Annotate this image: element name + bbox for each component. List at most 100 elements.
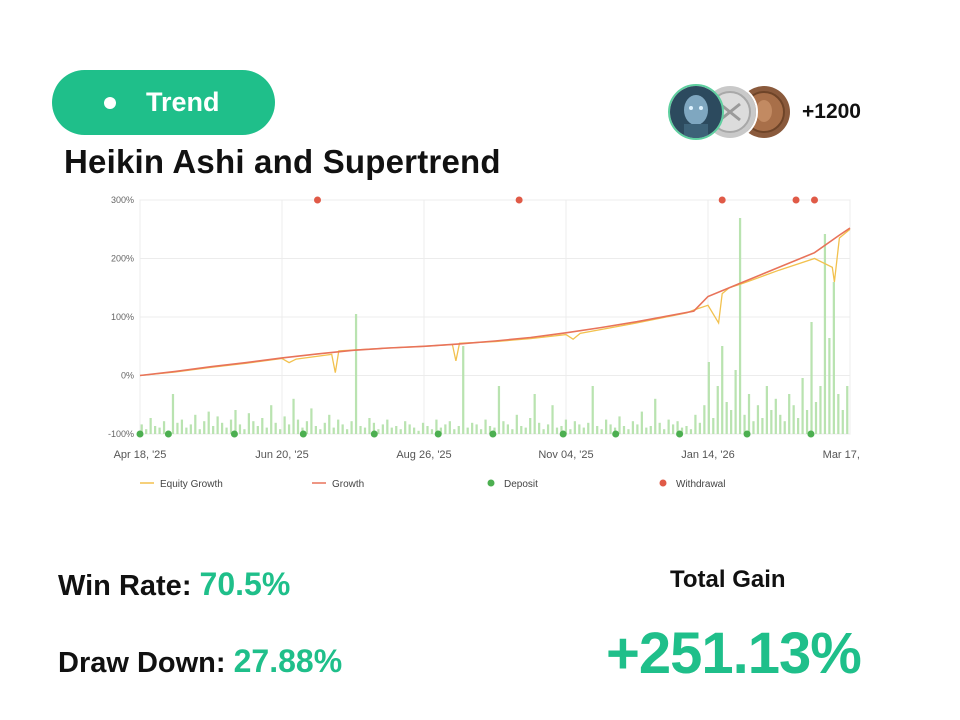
- volume-bar: [408, 424, 411, 434]
- volume-bar: [600, 429, 603, 434]
- volume-bar: [323, 422, 326, 434]
- volume-bar: [435, 419, 438, 434]
- volume-bar: [247, 413, 251, 434]
- volume-bar: [703, 405, 706, 434]
- volume-bar: [497, 386, 501, 434]
- volume-bar: [395, 426, 398, 434]
- withdrawal-marker: [718, 196, 726, 204]
- withdrawal-marker: [314, 196, 321, 204]
- volume-bar: [573, 421, 576, 434]
- volume-bar: [734, 370, 737, 434]
- volume-bar: [194, 414, 197, 434]
- volume-bar: [609, 424, 612, 434]
- volume-bar: [582, 427, 585, 434]
- volume-bar: [569, 429, 572, 434]
- total-gain-value: +251.13%: [606, 621, 862, 686]
- volume-bar: [279, 429, 282, 434]
- volume-bar: [792, 405, 795, 434]
- legend-label: Withdrawal: [676, 479, 725, 490]
- deposit-marker: [807, 430, 815, 438]
- volume-bar: [359, 426, 362, 434]
- series-lines: [139, 227, 851, 377]
- volume-bar: [493, 427, 496, 434]
- withdrawal-marker: [792, 196, 800, 204]
- volume-bar: [479, 429, 483, 434]
- volume-bar: [779, 414, 782, 434]
- y-tick-label: 300%: [111, 195, 134, 205]
- volume-bar: [180, 419, 184, 434]
- follower-count: +1200: [802, 100, 861, 123]
- win-rate-label: Win Rate: [58, 570, 182, 602]
- volume-bar: [622, 426, 626, 434]
- volume-bar: [390, 427, 393, 434]
- volume-bar: [685, 426, 688, 434]
- volume-bar: [841, 410, 844, 434]
- deposit-marker: [136, 430, 144, 438]
- withdrawal-marker: [515, 196, 523, 204]
- volume-bar: [412, 427, 416, 434]
- volume-bar: [529, 418, 532, 434]
- volume-bar: [618, 416, 621, 434]
- volume-bar: [189, 424, 192, 434]
- strategy-title: Heikin Ashi and Supertrend: [64, 143, 501, 180]
- volume-bar: [444, 424, 447, 434]
- volume-bar: [296, 419, 300, 434]
- robot-portrait-icon: [670, 86, 722, 138]
- trend-tag[interactable]: Trend: [52, 70, 275, 135]
- volume-bar: [216, 416, 219, 434]
- volume-bars: [140, 218, 849, 434]
- volume-bar: [377, 429, 380, 434]
- deposit-marker: [676, 430, 684, 438]
- volume-bar: [667, 419, 670, 434]
- volume-bar: [721, 346, 724, 434]
- volume-bar: [265, 427, 268, 434]
- volume-bar: [305, 421, 309, 434]
- volume-bar: [171, 394, 175, 434]
- volume-bar: [658, 422, 661, 434]
- volume-bar: [542, 429, 545, 434]
- volume-bar: [386, 419, 389, 434]
- x-tick-label: Nov 04, '25: [538, 449, 593, 461]
- volume-bar: [631, 421, 635, 434]
- y-tick-label: 0%: [121, 371, 134, 381]
- x-axis-ticks: Apr 18, '25 Jun 20, '25 Aug 26, '25 Nov 04,…: [114, 449, 860, 461]
- volume-bar: [292, 398, 295, 434]
- volume-bar: [462, 346, 465, 434]
- volume-bar: [712, 418, 715, 434]
- legend-label: Equity Growth: [160, 479, 223, 490]
- volume-bar: [587, 422, 590, 434]
- volume-bar: [605, 419, 608, 434]
- volume-bar: [663, 429, 666, 434]
- y-tick-label: 200%: [111, 254, 134, 264]
- volume-bar: [640, 411, 643, 434]
- trend-tag-label: Trend: [146, 87, 220, 117]
- volume-bar: [533, 394, 536, 434]
- volume-bar: [810, 322, 813, 434]
- volume-bar: [203, 421, 206, 434]
- volume-bar: [207, 411, 210, 434]
- volume-bar: [546, 424, 550, 434]
- volume-bar: [220, 422, 224, 434]
- volume-bar: [770, 410, 773, 434]
- volume-bar: [819, 386, 822, 434]
- volume-bar: [551, 405, 554, 434]
- volume-bar: [229, 419, 233, 434]
- volume-bar: [399, 429, 402, 434]
- volume-bar: [404, 421, 407, 434]
- volume-bar: [627, 429, 630, 434]
- volume-bar: [645, 427, 648, 434]
- volume-bar: [765, 386, 768, 434]
- volume-bar: [270, 405, 273, 434]
- y-tick-label: 100%: [111, 312, 134, 322]
- volume-bar: [515, 414, 518, 434]
- win-rate-value: 70.5%: [199, 566, 291, 602]
- draw-down-label: Draw Down: [58, 647, 216, 679]
- chart-grid: [139, 199, 851, 435]
- volume-bar: [689, 429, 693, 434]
- deposit-marker: [370, 430, 378, 438]
- volume-bar: [591, 386, 594, 434]
- volume-bar: [671, 424, 675, 434]
- volume-bar: [363, 427, 367, 434]
- volume-bar: [506, 424, 509, 434]
- legend-swatch: [487, 479, 495, 487]
